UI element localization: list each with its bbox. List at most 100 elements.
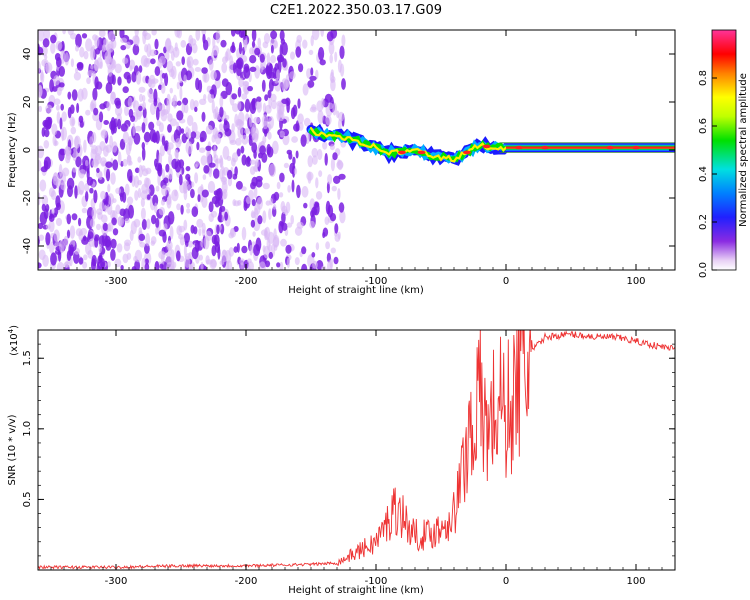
noise-speckle [200,184,204,193]
noise-speckle [49,241,55,254]
noise-speckle [71,213,78,221]
noise-speckle [214,78,221,89]
noise-speckle [195,30,201,41]
noise-speckle [197,194,201,203]
noise-speckle [279,172,285,183]
noise-speckle [45,63,50,74]
noise-speckle [334,223,339,234]
noise-speckle [141,257,146,270]
noise-speckle [285,244,292,254]
noise-speckle [236,57,244,70]
noise-speckle [250,210,255,219]
noise-speckle [67,30,74,36]
colorbar-tick-label: 0.0 [698,262,709,278]
noise-speckle [115,100,122,109]
noise-speckle [171,189,179,202]
noise-speckle [247,85,254,92]
noise-speckle [297,98,301,109]
noise-speckle [198,147,206,153]
noise-speckle [295,120,300,132]
noise-speckle [149,129,157,142]
noise-speckle [154,66,161,77]
noise-speckle [301,246,307,255]
noise-speckle [38,105,43,113]
signal-hotspot [606,145,614,150]
noise-speckle [301,186,309,198]
noise-speckle [51,86,58,92]
noise-speckle [145,232,151,247]
noise-speckle [341,34,346,47]
snr-axes: -300 -200 -100 0 100 0.5 1.0 1.5 [22,330,676,587]
noise-speckle [233,226,239,232]
noise-speckle [201,67,208,74]
noise-speckle [134,30,139,38]
noise-speckle [75,45,79,52]
noise-speckle [276,69,280,80]
noise-speckle [50,190,57,201]
noise-speckle [73,71,81,81]
snr-scale-exponent: 4 [7,328,15,333]
noise-speckle [253,149,257,159]
noise-speckle [166,240,173,251]
noise-speckle [295,46,302,58]
noise-speckle [70,104,75,114]
noise-speckle [193,100,199,108]
svg-text:(x104): (x104) [7,325,20,356]
noise-speckle [205,230,212,241]
noise-speckle [51,208,55,215]
noise-speckle [91,159,99,168]
noise-speckle [120,45,127,51]
noise-speckle [41,203,46,212]
noise-speckle [245,156,252,167]
noise-speckle [279,192,284,198]
noise-speckle [122,57,129,64]
noise-speckle [85,38,93,52]
noise-speckle [64,52,70,66]
noise-speckle [329,54,334,64]
noise-speckle [244,128,251,135]
noise-speckle [159,69,163,83]
noise-speckle [111,38,117,49]
noise-speckle [178,174,183,186]
noise-speckle [241,226,247,241]
noise-speckle [114,105,123,117]
noise-speckle [309,75,317,81]
noise-speckle [152,194,159,207]
noise-speckle [51,123,58,136]
noise-speckle [101,44,106,53]
noise-speckle [281,222,288,231]
noise-speckle [249,66,257,73]
noise-speckle [312,260,318,269]
noise-speckle [339,210,346,224]
x-tick-label: 100 [626,576,645,587]
noise-speckle [139,242,146,248]
noise-speckle [38,249,46,261]
noise-speckle [226,155,232,162]
noise-speckle [53,75,60,86]
noise-speckle [188,34,194,47]
noise-speckle [214,241,220,254]
noise-speckle [268,208,272,221]
noise-speckle [110,117,116,131]
noise-speckle [38,30,45,42]
y-tick-label: 0 [22,147,33,153]
noise-speckle [69,116,76,127]
noise-speckle [74,185,78,199]
noise-speckle [164,142,168,152]
noise-speckle [286,222,293,228]
noise-speckle [137,180,143,186]
noise-speckle [231,30,236,37]
noise-speckle [43,30,51,41]
noise-speckle [330,157,335,172]
noise-speckle [84,182,90,193]
noise-speckle [101,130,107,136]
noise-speckle [111,74,116,86]
noise-speckle [99,103,106,110]
noise-speckle [208,59,214,71]
noise-speckle [192,58,199,66]
noise-speckle [216,187,223,200]
noise-speckle [237,100,242,111]
noise-speckle [207,180,216,193]
noise-speckle [251,132,259,143]
noise-speckle [165,163,170,173]
